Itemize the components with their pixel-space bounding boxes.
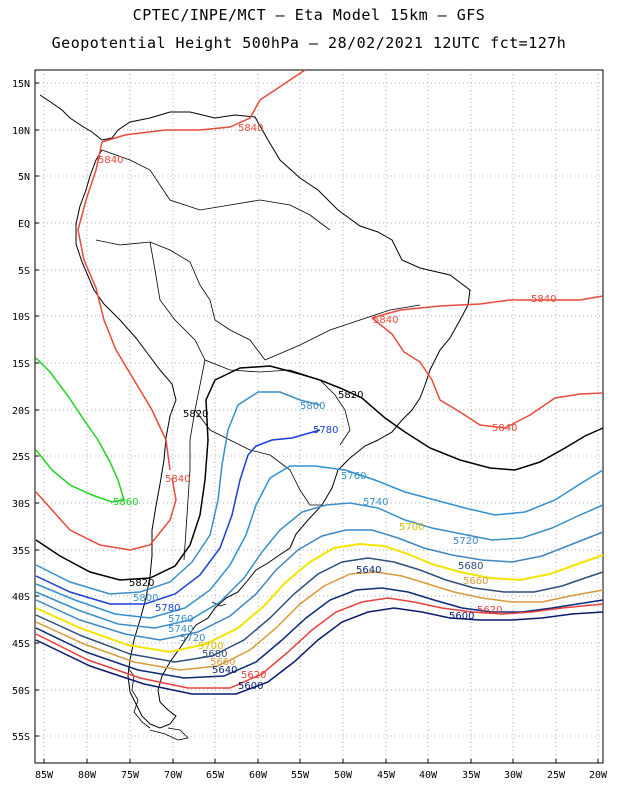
lat-label: 45S [12,639,30,650]
longitude-labels: 85W 80W 75W 70W 65W 60W 55W 50W 45W 40W … [35,770,608,781]
contour-label: 5740 [168,624,193,635]
lon-label: 65W [206,770,225,781]
contour-label: 5840 [238,123,263,134]
contour-label: 5720 [180,633,205,644]
contour-label: 5760 [168,614,193,625]
contour-label: 5600 [449,611,474,622]
lat-label: 35S [12,546,30,557]
contour-label: 5860 [113,497,138,508]
lon-label: 70W [164,770,183,781]
lat-label: 15S [12,359,30,370]
lat-label: 10N [12,126,30,137]
contour-label: 5680 [458,561,483,572]
contour-label: 5840 [531,294,556,305]
contour-label: 5740 [363,497,388,508]
contour-label: 5800 [133,593,158,604]
lon-label: 20W [589,770,608,781]
contour-label: 5820 [338,390,363,401]
contour-labels: 5840 5840 5840 5840 5840 5840 5860 5820 … [98,123,556,692]
country-borders [95,149,421,561]
latitude-labels: 15N 10N 5N EQ 5S 10S 15S 20S 25S 30S 35S… [12,79,30,743]
contour-label: 5700 [399,522,424,533]
contour-label: 5660 [210,657,235,668]
contour-label: 5820 [183,409,208,420]
contour-label: 5840 [165,474,190,485]
contour-label: 5800 [300,401,325,412]
contour-label: 5700 [198,641,223,652]
contour-label: 5780 [155,603,180,614]
contour-label: 5600 [238,681,263,692]
lon-label: 85W [35,770,54,781]
lon-label: 30W [504,770,523,781]
lon-label: 35W [462,770,481,781]
lat-label: 40S [12,592,30,603]
contour-label: 5840 [98,155,123,166]
lat-label: 55S [12,732,30,743]
contour-label: 5720 [453,536,478,547]
contour-label: 5760 [341,471,366,482]
contour-lines [35,69,604,695]
contour-label: 5840 [492,423,517,434]
lat-label: 25S [12,452,30,463]
lon-label: 50W [334,770,353,781]
contour-label: 5680 [202,649,227,660]
lon-label: 40W [419,770,438,781]
plot-frame [34,69,604,764]
axis-ticks [35,82,599,763]
contour-label: 5640 [356,565,381,576]
lat-label: 5S [18,266,30,277]
map-title-line-2: Geopotential Height 500hPa – 28/02/2021 … [51,34,567,52]
contour-label: 5820 [129,578,154,589]
lat-label: 50S [12,686,30,697]
lat-label: EQ [18,219,30,230]
contour-label: 5620 [477,605,502,616]
south-america-coastline [39,94,471,729]
lon-label: 75W [121,770,140,781]
map-title-line-1: CPTEC/INPE/MCT – Eta Model 15km – GFS [132,6,486,24]
contour-label: 5640 [212,665,237,676]
lon-label: 80W [78,770,97,781]
lat-label: 15N [12,79,30,90]
lat-label: 10S [12,312,30,323]
lon-label: 55W [291,770,310,781]
lat-label: 5N [18,172,30,183]
contour-label: 5780 [313,425,338,436]
lon-label: 25W [547,770,566,781]
contour-label: 5840 [373,315,398,326]
lon-label: 60W [249,770,268,781]
lat-label: 30S [12,499,30,510]
graticule [35,70,603,763]
contour-label: 5620 [241,670,266,681]
contour-label: 5660 [463,576,488,587]
lat-label: 20S [12,406,30,417]
lon-label: 45W [377,770,396,781]
